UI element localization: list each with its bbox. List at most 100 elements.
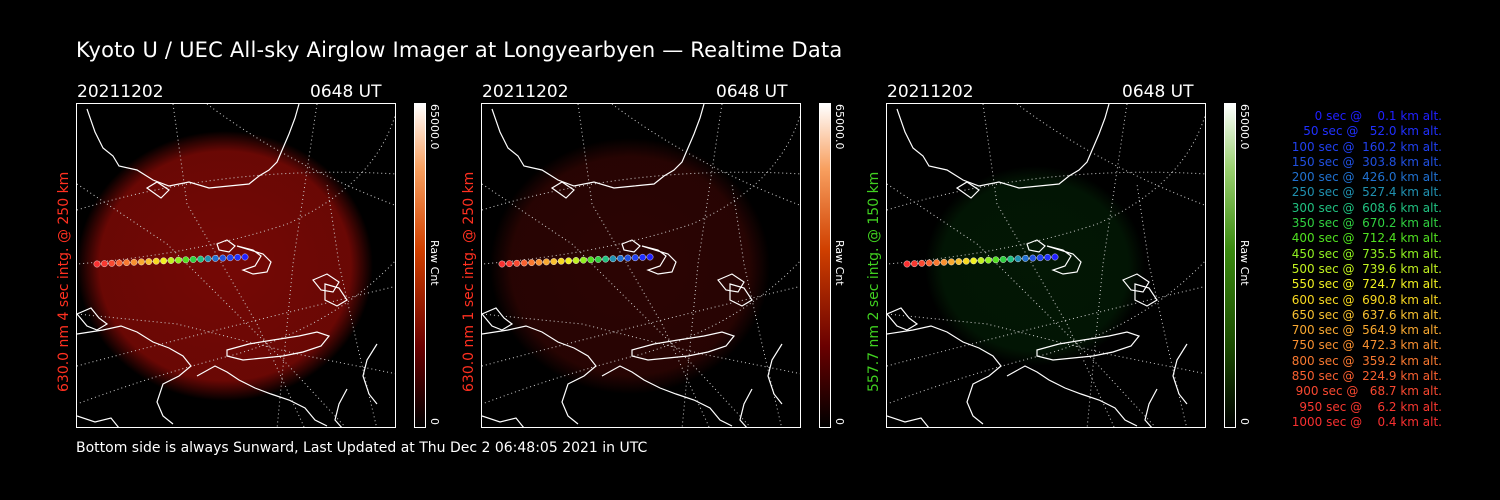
trajectory-point [1007, 255, 1015, 263]
trajectory-point [565, 257, 573, 265]
legend-row: 650 sec @ 637.6 km alt. [1287, 307, 1442, 322]
trajectory-point [138, 258, 145, 266]
trajectory-point [910, 260, 918, 268]
lat-lon-grid [887, 104, 1205, 427]
trajectory-point [609, 255, 617, 263]
trajectory-point [513, 259, 521, 267]
colorbar [1224, 103, 1236, 428]
colorbar [819, 103, 831, 428]
trajectory-point [580, 256, 587, 264]
trajectory-point [903, 260, 911, 268]
trajectory-point [1036, 254, 1044, 262]
legend-row: 0 sec @ 0.1 km alt. [1303, 109, 1442, 123]
legend-row: 400 sec @ 712.4 km alt. [1287, 231, 1442, 246]
trajectory-point [528, 259, 535, 267]
trajectory-point [100, 260, 108, 268]
trajectory-point [1044, 253, 1052, 261]
trajectory-point [602, 255, 610, 263]
trajectory-point [211, 254, 219, 262]
trajectory-point [145, 258, 153, 265]
colorbar-max-label: 65000.0 [428, 104, 441, 150]
colorbar-max-label: 65000.0 [1238, 104, 1251, 150]
legend-row: 1000 sec @ 0.4 km alt. [1291, 414, 1442, 429]
legend-row: 250 sec @ 527.4 km alt. [1287, 185, 1442, 200]
trajectory-point [955, 258, 963, 265]
footer-status: Bottom side is always Sunward, Last Upda… [76, 440, 648, 456]
panel-time: 0648 UT [716, 82, 788, 102]
legend-row: 750 sec @ 472.3 km alt. [1287, 338, 1442, 353]
trajectory-point [948, 258, 955, 266]
trajectory-point [93, 260, 101, 268]
colorbar-min-label: 0 [1238, 418, 1251, 425]
lat-lon-grid [77, 104, 395, 427]
panel-date: 20211202 [77, 82, 164, 102]
legend-row: 150 sec @ 303.8 km alt. [1287, 154, 1442, 169]
panel-ylabel: 557.7 nm 2 sec intg. @ 150 km [866, 171, 882, 392]
trajectory-point [498, 260, 506, 268]
trajectory-point [933, 259, 940, 267]
colorbar-min-label: 0 [833, 418, 846, 425]
colorbar-unit-label: Raw Cnt [428, 240, 441, 286]
balloon-trajectory [498, 253, 654, 268]
trajectory-point [226, 254, 234, 262]
trajectory-point [925, 259, 933, 267]
legend-row: 200 sec @ 426.0 km alt. [1287, 170, 1442, 185]
legend-row: 350 sec @ 670.2 km alt. [1287, 216, 1442, 231]
colorbar [414, 103, 426, 428]
allsky-map [886, 103, 1206, 428]
trajectory-point [918, 259, 926, 267]
legend-row: 850 sec @ 224.9 km alt. [1287, 369, 1442, 384]
page-title: Kyoto U / UEC All-sky Airglow Imager at … [76, 38, 843, 62]
trajectory-point [543, 258, 550, 266]
trajectory-point [977, 257, 985, 264]
legend-row: 100 sec @ 160.2 km alt. [1287, 139, 1442, 154]
trajectory-point [204, 255, 212, 263]
trajectory-point [123, 259, 130, 267]
legend-row: 300 sec @ 608.6 km alt. [1287, 200, 1442, 215]
trajectory-point [115, 259, 123, 267]
legend-row: 900 sec @ 68.7 km alt. [1291, 384, 1442, 399]
trajectory-point [631, 254, 639, 262]
coastline [887, 104, 1188, 427]
panel-time: 0648 UT [310, 82, 382, 102]
airglow-field [490, 138, 770, 394]
trajectory-point [550, 258, 558, 265]
legend-row: 500 sec @ 739.6 km alt. [1287, 261, 1442, 276]
colorbar-unit-label: Raw Cnt [833, 240, 846, 286]
allsky-map [76, 103, 396, 428]
trajectory-point [1014, 255, 1022, 263]
trajectory-point [241, 253, 249, 261]
legend-row: 600 sec @ 690.8 km alt. [1287, 292, 1442, 307]
trajectory-point [160, 257, 168, 265]
trajectory-point [175, 256, 182, 264]
legend-row: 450 sec @ 735.5 km alt. [1287, 246, 1442, 261]
panel-time: 0648 UT [1122, 82, 1194, 102]
trajectory-point [189, 256, 197, 263]
trajectory-point [1051, 253, 1059, 261]
trajectory-point [962, 257, 970, 265]
trajectory-point [587, 256, 595, 264]
trajectory-point [594, 256, 602, 263]
trajectory-point [219, 254, 227, 262]
legend-row: 550 sec @ 724.7 km alt. [1287, 277, 1442, 292]
balloon-trajectory [93, 253, 249, 268]
trajectory-point [520, 259, 528, 267]
trajectory-point [624, 254, 632, 262]
allsky-map [481, 103, 801, 428]
legend-row: 950 sec @ 6.2 km alt. [1295, 399, 1442, 414]
legend-row: 700 sec @ 564.9 km alt. [1287, 323, 1442, 338]
altitude-legend: 0 sec @ 0.1 km alt. 50 sec @ 52.0 km alt… [1262, 109, 1442, 430]
balloon-trajectory [903, 253, 1059, 268]
trajectory-point [572, 257, 580, 264]
trajectory-point [616, 254, 624, 262]
trajectory-point [1029, 254, 1037, 262]
trajectory-point [999, 256, 1007, 263]
trajectory-point [167, 257, 175, 264]
panel-date: 20211202 [482, 82, 569, 102]
panel-date: 20211202 [887, 82, 974, 102]
trajectory-point [130, 258, 138, 266]
coastline [482, 104, 783, 427]
legend-row: 50 sec @ 52.0 km alt. [1295, 124, 1442, 139]
trajectory-point [557, 257, 565, 265]
trajectory-point [639, 253, 647, 261]
